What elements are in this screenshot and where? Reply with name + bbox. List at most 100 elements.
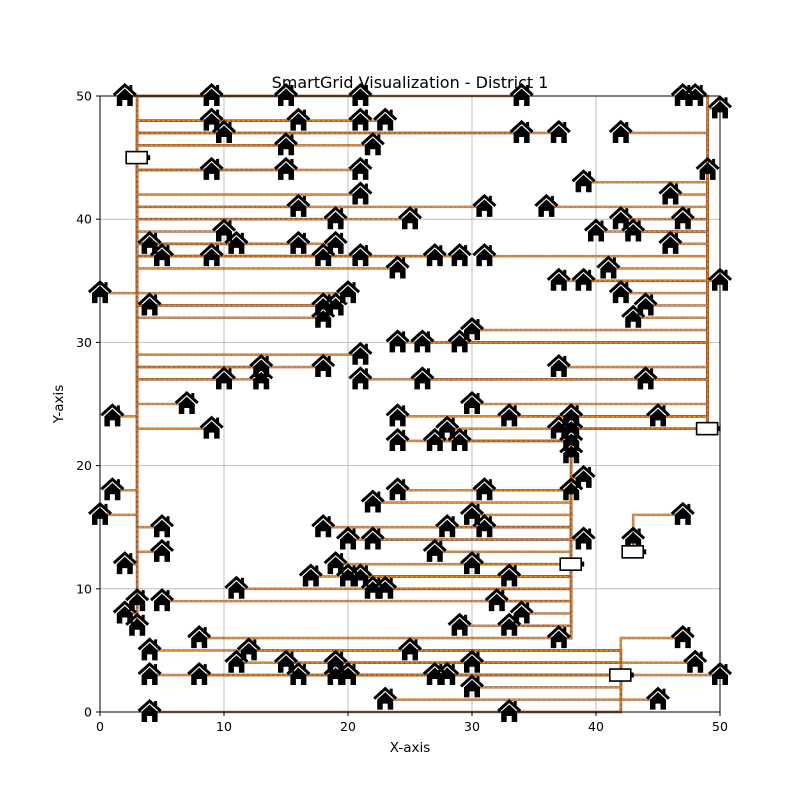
x-tick-label: 0 [96,719,104,734]
house-icon [658,230,683,254]
house-chimney [216,417,220,424]
y-tick-label: 10 [76,581,92,596]
house-chimney [216,109,220,116]
house-icon [534,193,559,217]
house-roof [546,119,571,134]
house-roof [583,218,609,232]
house-roof [695,156,720,171]
house-chimney [724,664,728,671]
house-body [637,297,654,316]
house-body [550,359,567,378]
house-icon [149,514,175,538]
house-icon [459,649,485,673]
house-roof [199,415,224,429]
house-icon [385,427,410,451]
house-body [352,371,369,390]
house-icon [435,514,460,538]
house-body [389,482,406,501]
house-chimney [625,208,629,215]
house-chimney [513,565,517,572]
battery-icon [608,668,634,682]
house-roof [459,317,485,331]
house-roof [497,403,522,417]
house-chimney [104,282,108,289]
house-body [464,396,480,414]
house-icon [149,243,175,267]
house-icon [187,662,212,686]
house-chimney [501,590,505,597]
house-icon [385,477,410,501]
house-roof [335,280,361,294]
house-icon [137,698,162,722]
y-axis-label: Y-axis [51,385,67,425]
house-chimney [265,356,269,363]
cable-segment [136,132,559,158]
house-roof [149,243,175,257]
house-body [352,162,369,180]
house-icon [199,82,224,106]
house-body [104,408,121,427]
house-roof [273,82,299,97]
house-icon [224,575,249,599]
house-icon [311,354,336,378]
house-roof [335,526,361,540]
house-body [116,605,133,624]
house-chimney [488,479,492,486]
house-body [488,593,505,612]
house-roof [323,292,348,306]
house-body [625,224,642,242]
house-icon [211,218,237,242]
house-chimney [166,245,170,252]
house-roof [645,403,671,417]
house-icon [199,156,224,180]
house-icon [311,304,336,328]
house-chimney [377,528,381,535]
house-chimney [687,85,691,91]
house-roof [546,415,571,429]
house-chimney [712,158,716,165]
house-icon [149,588,175,612]
house-icon [348,341,373,365]
house-chimney [364,109,368,116]
house-chimney [364,158,368,165]
house-icon [236,637,261,661]
house-chimney [290,158,294,165]
house-icon [509,119,534,143]
house-icon [298,563,323,587]
house-chimney [302,232,306,239]
house-roof [559,440,584,454]
house-icon [137,662,162,686]
house-roof [621,304,646,318]
house-roof [323,230,348,244]
house-body [451,334,468,353]
house-chimney [588,171,592,178]
house-roof [286,662,311,676]
house-body [327,236,344,254]
house-body [674,507,691,525]
house-icon [621,218,646,242]
house-chimney [402,331,406,338]
house-body [389,433,406,451]
house-body [426,433,443,451]
house-icon [335,526,361,550]
house-roof [311,514,336,528]
house-chimney [377,577,381,584]
house-body [141,236,158,254]
house-roof [273,156,299,171]
house-icon [273,132,299,156]
house-chimney [674,232,678,239]
house-chimney [315,565,319,572]
house-roof [385,329,410,343]
house-icon [323,230,348,254]
house-body [228,236,245,254]
house-chimney [364,565,368,572]
house-chimney [166,540,170,547]
house-body [451,433,468,451]
house-body [501,618,518,636]
house-chimney [340,294,344,301]
battery-terminal [717,426,721,432]
house-icon [112,600,137,624]
house-chimney [526,121,530,128]
house-roof [224,575,249,589]
